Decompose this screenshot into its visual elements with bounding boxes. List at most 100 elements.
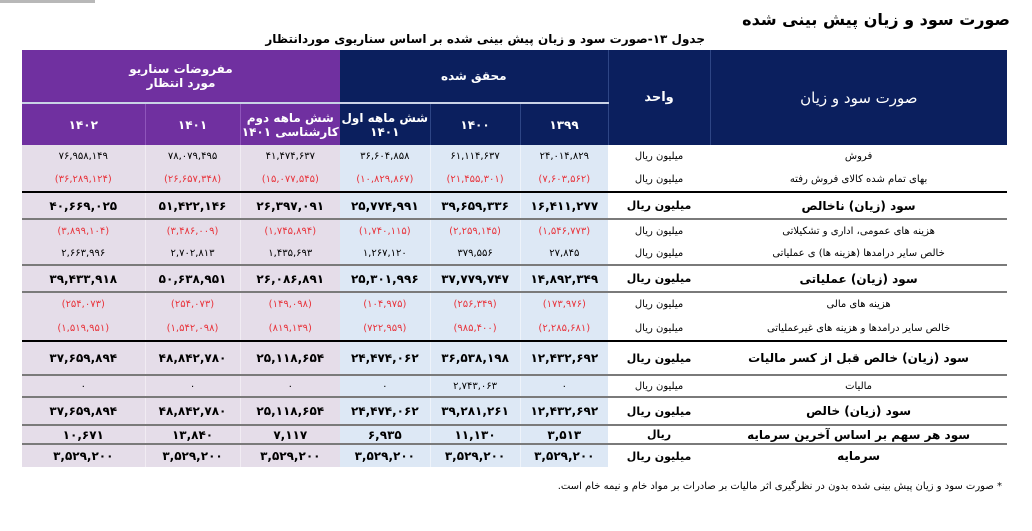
row-unit: میلیون ریال	[608, 264, 711, 292]
value-cell: ۶,۹۳۵	[340, 424, 431, 444]
value-cell: ۱۰,۶۷۱	[22, 424, 146, 444]
value-cell: ۳,۵۲۹,۲۰۰	[519, 443, 609, 467]
row-unit: میلیون ریال	[608, 291, 711, 316]
value-cell: ۴۰,۶۶۹,۰۲۵	[22, 191, 146, 219]
value-cell: (۹۸۵,۴۰۰)	[429, 316, 521, 341]
table-row: خالص سایر درامدها (هزینه ها) ی عملیاتی می…	[22, 242, 1007, 265]
value-cell: ۳۹,۲۸۱,۲۶۱	[429, 396, 521, 425]
page-title: صورت سود و زیان پیش بینی شده	[742, 10, 1010, 29]
value-cell: ۱۱,۱۳۰	[429, 424, 521, 444]
row-unit: میلیون ریال	[608, 396, 711, 425]
value-cell: (۲۵۴,۰۷۳)	[22, 291, 146, 316]
row-unit: میلیون ریال	[634, 173, 684, 185]
row-label: خالص سایر درامدها (هزینه ها) ی عملیاتی	[772, 247, 945, 259]
value-cell: ۲۷,۸۴۵	[519, 242, 609, 265]
header-1402: ۱۴۰۲	[22, 102, 146, 145]
header-1401: ۱۴۰۱	[144, 102, 241, 145]
value-cell: ۶۱,۱۱۴,۶۳۷	[429, 145, 521, 167]
table-row: سود (زیان) ناخالص میلیون ریال ۱۶,۴۱۱,۲۷۷ ۳۹…	[22, 191, 1008, 219]
value-cell: ۵۰,۶۳۸,۹۵۱	[144, 264, 241, 292]
header-scenario-group: مفروضات سناریو مورد انتظار	[22, 50, 341, 103]
header-first-half-1401: شش ماهه اول ۱۴۰۱	[340, 102, 431, 145]
value-cell: ۲۴,۴۷۴,۰۶۲	[340, 340, 431, 375]
value-cell: (۷۲۲,۹۵۹)	[340, 316, 431, 341]
value-cell: ۰	[22, 374, 146, 397]
row-unit: میلیون ریال	[608, 374, 711, 397]
table-body: فروش میلیون ریال ۲۴,۰۱۴,۸۲۹ ۶۱,۱۱۴,۶۳۷ ۳۶,۶۰…	[22, 145, 1008, 467]
row-unit: میلیون ریال	[608, 191, 711, 219]
value-cell: ۱۴,۸۹۲,۳۴۹	[519, 264, 609, 292]
value-cell: (۲۵۶,۳۴۹)	[429, 291, 521, 316]
scenario-group-line2: مورد انتظار	[146, 76, 216, 90]
table-row: بهای تمام شده کالای فروش رفته میلیون ریال…	[22, 167, 1007, 192]
value-cell: ۷,۱۱۷	[239, 424, 341, 444]
row-label: هزینه های عمومی، اداری و تشکیلاتی	[710, 218, 1008, 242]
row-unit: میلیون ریال	[608, 443, 711, 467]
value-cell: (۱,۷۴۰,۱۱۵)	[340, 218, 431, 242]
table-row: هزینه های مالی میلیون ریال (۱۷۳,۹۷۶) (۲۵۶,۳…	[22, 291, 1008, 316]
row-unit: میلیون ریال	[608, 218, 711, 242]
value-cell: (۱۷۳,۹۷۶)	[519, 291, 609, 316]
value-cell: ۳,۵۲۹,۲۰۰	[239, 443, 341, 467]
table-row: مالیات میلیون ریال ۰ ۲,۷۴۳,۰۶۳ ۰ ۰ ۰ ۰	[22, 374, 1008, 397]
value-cell: (۲,۲۵۹,۱۴۵)	[429, 218, 521, 242]
value-cell: ۳,۵۲۹,۲۰۰	[144, 443, 241, 467]
value-cell: ۲۵,۱۱۸,۶۵۴	[239, 340, 341, 375]
row-unit: میلیون ریال	[608, 340, 711, 375]
value-cell: ۴۸,۸۴۲,۷۸۰	[144, 340, 241, 375]
value-cell: ۳۹,۴۳۳,۹۱۸	[22, 264, 146, 292]
value-cell: (۱۰۴,۹۷۵)	[340, 291, 431, 316]
value-cell: ۷۶,۹۵۸,۱۴۹	[22, 145, 146, 167]
decorative-line	[0, 0, 95, 3]
header-realized-group: محقق شده	[340, 50, 609, 103]
value-cell: ۲۶,۰۸۶,۸۹۱	[239, 264, 341, 292]
value-cell: (۲۱,۴۵۵,۳۰۱)	[429, 167, 521, 192]
value-cell: ۱۲,۴۳۲,۶۹۲	[519, 340, 609, 375]
table-caption: جدول ۱۳-صورت سود و زیان پیش بینی شده بر …	[265, 32, 705, 46]
row-label: سود (زیان) خالص قبل از کسر مالیات	[710, 340, 1008, 375]
row-unit: میلیون ریال	[634, 150, 684, 162]
value-cell: ۲۶,۳۹۷,۰۹۱	[239, 191, 341, 219]
row-label: خالص سایر درامدها و هزینه های غیرعملیاتی	[766, 322, 951, 334]
value-cell: ۲,۷۰۲,۸۱۳	[144, 242, 241, 265]
value-cell: ۱۶,۴۱۱,۲۷۷	[519, 191, 609, 219]
row-unit: میلیون ریال	[634, 247, 684, 259]
table-row: خالص سایر درامدها و هزینه های غیرعملیاتی…	[22, 316, 1007, 341]
value-cell: ۳,۵۲۹,۲۰۰	[340, 443, 431, 467]
value-cell: ۲۴,۰۱۴,۸۲۹	[519, 145, 609, 167]
value-cell: (۲,۲۸۵,۶۸۱)	[519, 316, 609, 341]
value-cell: ۱,۲۶۷,۱۲۰	[340, 242, 431, 265]
value-cell: ۱۲,۴۳۲,۶۹۲	[519, 396, 609, 425]
value-cell: ۳۷,۶۵۹,۸۹۴	[22, 396, 146, 425]
value-cell: ۲۵,۱۱۸,۶۵۴	[239, 396, 341, 425]
value-cell: ۱۳,۸۴۰	[144, 424, 241, 444]
value-cell: (۸۱۹,۱۳۹)	[239, 316, 341, 341]
row-label: بهای تمام شده کالای فروش رفته	[789, 173, 928, 185]
value-cell: ۲,۶۶۳,۹۹۶	[22, 242, 146, 265]
value-cell: ۳۷,۷۷۹,۷۴۷	[429, 264, 521, 292]
value-cell: (۳,۸۹۹,۱۰۴)	[22, 218, 146, 242]
row-unit: ریال	[608, 424, 711, 444]
row-label: سود هر سهم بر اساس آخرین سرمایه	[710, 424, 1008, 444]
table-row: سود (زیان) خالص میلیون ریال ۱۲,۴۳۲,۶۹۲ ۳۹,۲…	[22, 396, 1008, 425]
value-cell: ۷۸,۰۷۹,۴۹۵	[144, 145, 241, 167]
income-statement-table: صورت سود و زیان واحد محقق شده مفروضات سن…	[22, 50, 1008, 467]
value-cell: (۱,۷۴۵,۸۹۴)	[239, 218, 341, 242]
value-cell: (۳۶,۲۸۹,۱۲۴)	[22, 167, 146, 192]
header-second-half-1401: شش ماهه دوم کارشناسی ۱۴۰۱	[239, 102, 341, 145]
value-cell: (۱,۵۱۹,۹۵۱)	[22, 316, 146, 341]
header-unit-column: واحد	[607, 50, 711, 145]
header-1400: ۱۴۰۰	[429, 102, 521, 145]
table-row: فروش میلیون ریال ۲۴,۰۱۴,۸۲۹ ۶۱,۱۱۴,۶۳۷ ۳۶,۶۰…	[22, 145, 1007, 167]
value-cell: ۳۹,۶۵۹,۳۳۶	[429, 191, 521, 219]
row-label: سود (زیان) عملیاتی	[710, 264, 1008, 292]
value-cell: ۰	[239, 374, 341, 397]
value-cell: (۷,۶۰۳,۵۶۲)	[519, 167, 609, 192]
value-cell: ۱,۴۳۵,۶۹۳	[239, 242, 341, 265]
value-cell: (۲۵۴,۰۷۳)	[144, 291, 241, 316]
value-cell: ۲,۷۴۳,۰۶۳	[429, 374, 521, 397]
value-cell: ۳۶,۵۳۸,۱۹۸	[429, 340, 521, 375]
value-cell: ۲۵,۷۷۴,۹۹۱	[340, 191, 431, 219]
row-label: فروش	[844, 150, 873, 162]
value-cell: ۰	[519, 374, 609, 397]
